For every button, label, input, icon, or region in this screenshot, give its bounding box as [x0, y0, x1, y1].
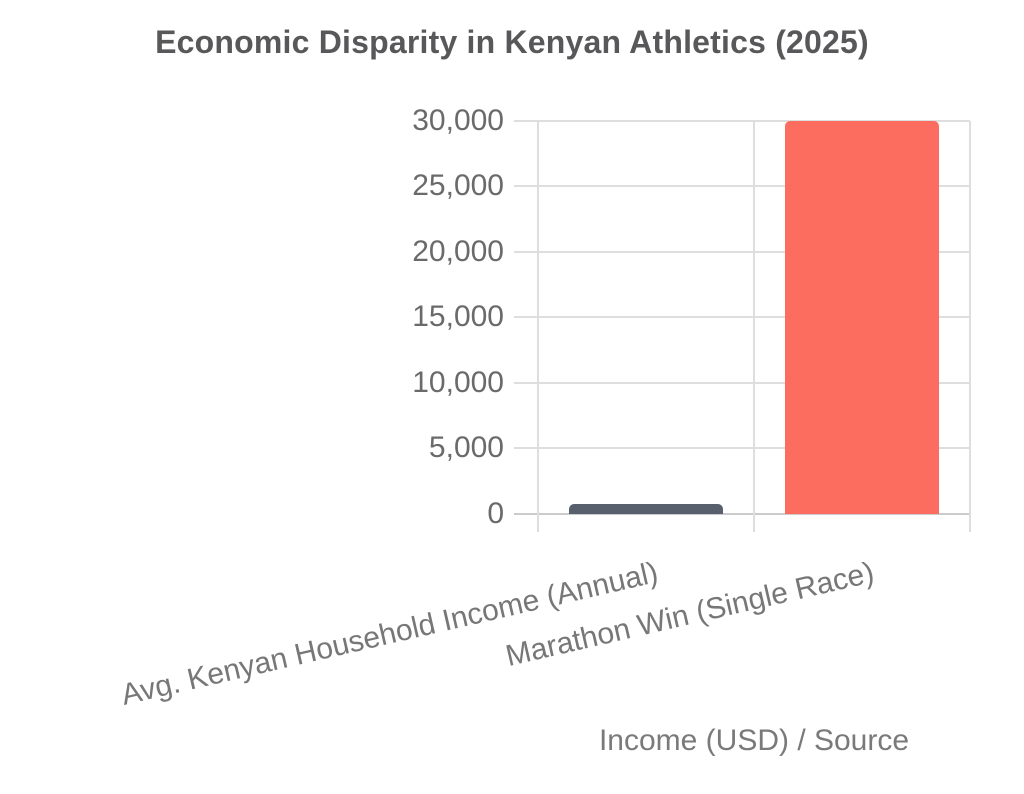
y-tick-label: 5,000 — [428, 431, 504, 465]
y-tick-label: 10,000 — [412, 365, 504, 399]
y-gridline — [514, 250, 970, 253]
y-gridline — [514, 185, 970, 188]
y-gridline — [514, 316, 970, 319]
x-axis-title: Income (USD) / Source — [598, 724, 910, 757]
x-gridline — [753, 121, 755, 532]
x-axis-line — [514, 512, 970, 515]
y-axis-line — [537, 121, 539, 532]
y-tick-label: 15,000 — [412, 300, 504, 334]
y-tick-label: 25,000 — [412, 169, 504, 203]
x-gridline — [969, 121, 971, 532]
x-category-label: Marathon Win (Single Race) — [502, 555, 878, 673]
bar-household-income — [569, 503, 723, 514]
chart-title: Economic Disparity in Kenyan Athletics (… — [155, 24, 869, 60]
y-gridline — [514, 381, 970, 384]
y-gridline — [514, 120, 970, 122]
y-tick-label: 20,000 — [412, 234, 504, 268]
y-tick-label: 30,000 — [412, 104, 504, 137]
y-gridline — [514, 447, 970, 450]
y-tick-label: 0 — [487, 496, 504, 530]
bar-marathon-win — [785, 121, 939, 514]
